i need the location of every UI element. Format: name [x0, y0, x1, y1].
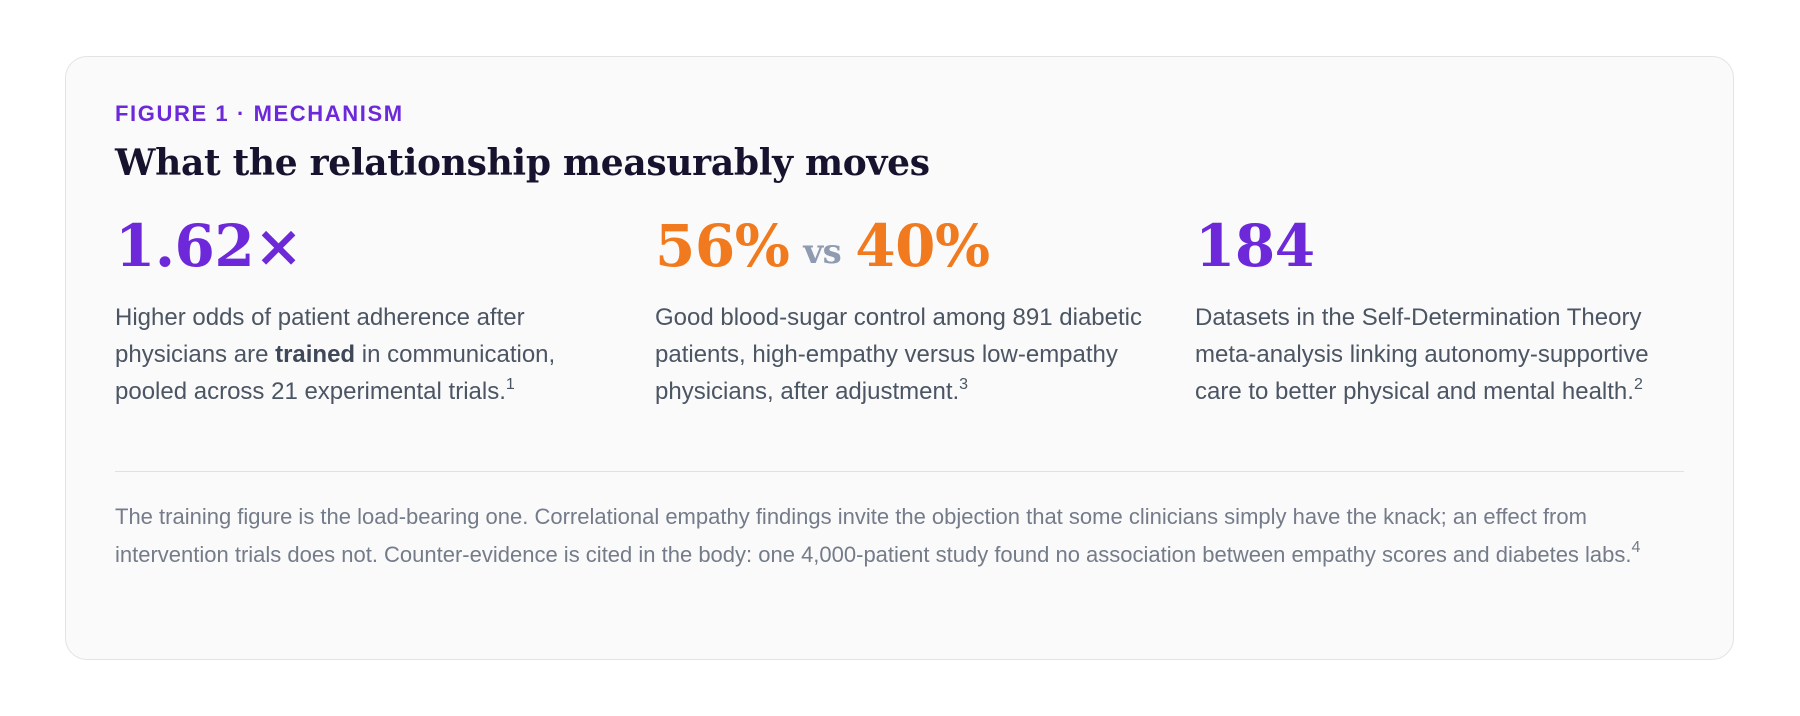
figure-eyebrow: FIGURE 1 · MECHANISM — [115, 101, 404, 126]
stat-blood-sugar-control: 56% vs 40% Good blood-sugar control among … — [655, 217, 1155, 410]
stat-description-text: in communication, pooled across 21 exper… — [115, 341, 556, 405]
stat-value: 184 — [1195, 212, 1315, 280]
footnote-ref[interactable]: 4 — [1631, 539, 1641, 556]
stat-description: Good blood-sugar control among 891 diabe… — [655, 299, 1155, 410]
figure-note-text: The training figure is the load-bearing … — [115, 504, 1632, 567]
stat-value: 1.62× — [115, 212, 303, 280]
figure-note: The training figure is the load-bearing … — [115, 498, 1695, 574]
stat-sdt-datasets: 184 Datasets in the Self-Determination T… — [1195, 217, 1695, 410]
stat-vs-label: vs — [803, 232, 842, 272]
stat-description-emphasis: trained — [275, 341, 356, 368]
stat-value-low-empathy: 40% — [855, 212, 990, 280]
figure-card: FIGURE 1 · MECHANISM What the relationsh… — [65, 56, 1734, 660]
footnote-ref[interactable]: 3 — [959, 376, 969, 393]
stat-value-high-empathy: 56% — [655, 212, 790, 280]
footnote-ref[interactable]: 1 — [505, 376, 515, 393]
stat-description-text: Higher odds of patient adherence after p… — [115, 304, 525, 368]
stat-description-text: Datasets in the Self-Determination Theor… — [1195, 304, 1649, 405]
divider — [115, 471, 1684, 472]
stat-description: Higher odds of patient adherence after p… — [115, 299, 615, 410]
stat-value-comparison: 56% vs 40% — [655, 217, 1155, 285]
stat-description: Datasets in the Self-Determination Theor… — [1195, 299, 1695, 410]
stat-adherence-odds: 1.62× Higher odds of patient adherence a… — [115, 217, 615, 410]
figure-title: What the relationship measurably moves — [115, 142, 930, 184]
stats-row: 1.62× Higher odds of patient adherence a… — [115, 217, 1690, 417]
footnote-ref[interactable]: 2 — [1633, 376, 1643, 393]
stat-description-text: Good blood-sugar control among 891 diabe… — [655, 304, 1142, 405]
